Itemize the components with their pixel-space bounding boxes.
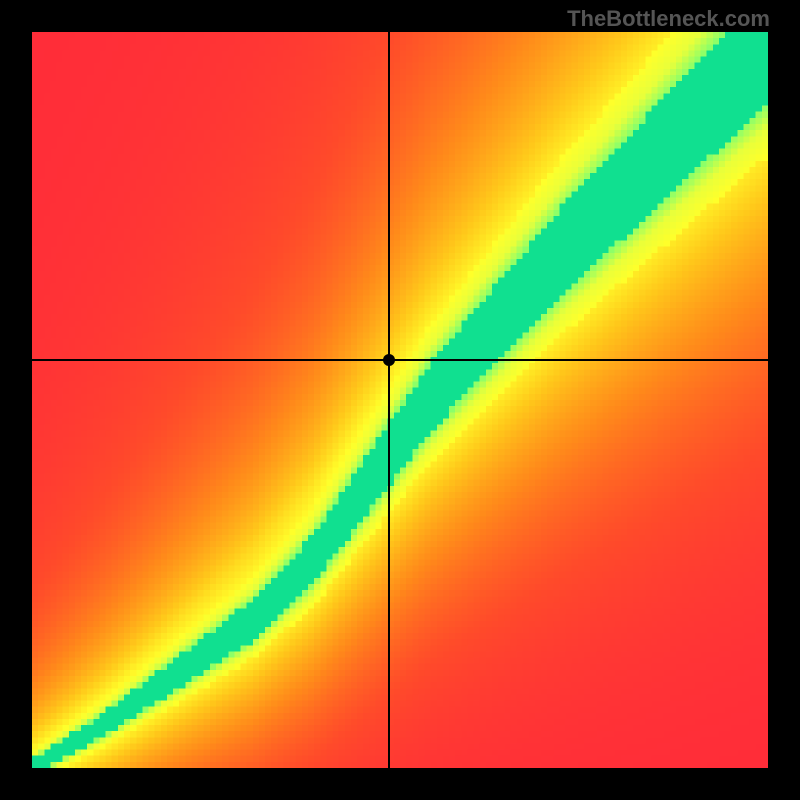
- crosshair-horizontal: [32, 359, 768, 361]
- watermark-text: TheBottleneck.com: [567, 6, 770, 32]
- chart-container: TheBottleneck.com: [0, 0, 800, 800]
- crosshair-marker: [383, 354, 395, 366]
- bottleneck-heatmap: [32, 32, 768, 768]
- crosshair-vertical: [388, 32, 390, 768]
